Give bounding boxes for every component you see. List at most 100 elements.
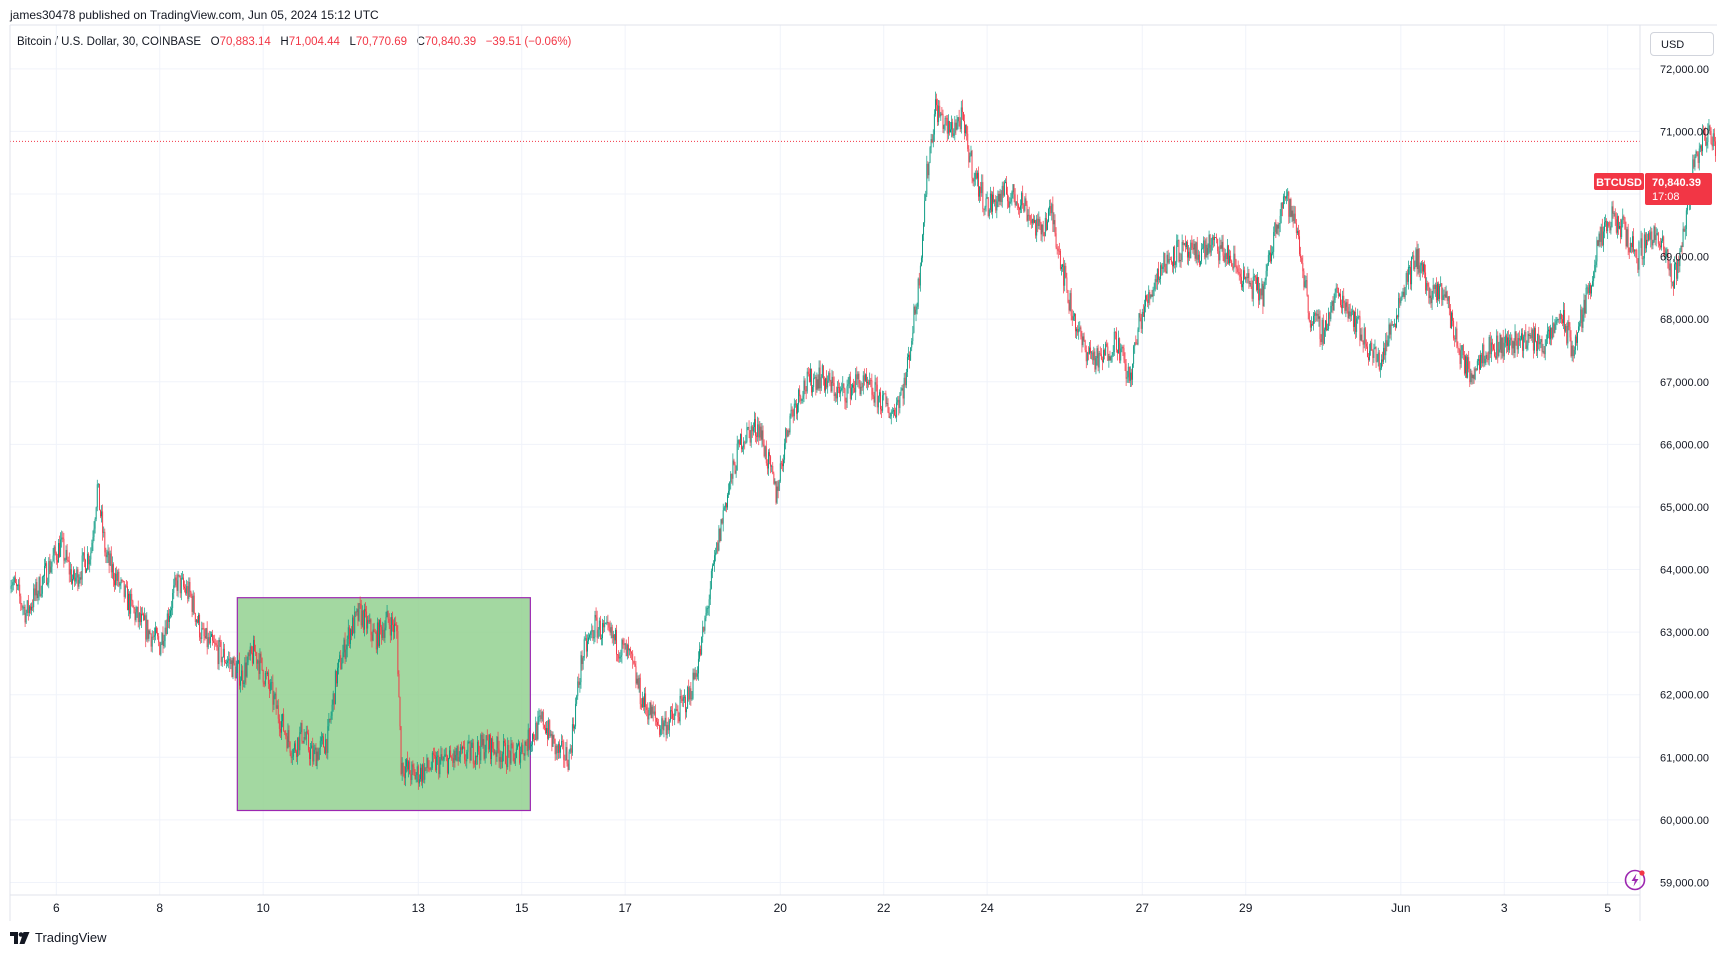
candle-body <box>420 767 421 780</box>
candle-body <box>215 643 217 645</box>
candle-body <box>159 642 161 655</box>
candle-body <box>1197 254 1199 260</box>
candle-body <box>897 399 899 403</box>
candle-body <box>1057 248 1059 251</box>
candle-body <box>575 703 577 727</box>
candle-body <box>1253 276 1255 278</box>
symbol-tag-text: BTCUSD <box>1596 177 1642 189</box>
lightning-icon[interactable] <box>1624 869 1646 891</box>
candle-body <box>1319 316 1321 340</box>
candle-body <box>756 435 758 437</box>
candle-body <box>222 648 224 658</box>
candle-body <box>1014 194 1016 206</box>
candle-body <box>866 374 867 384</box>
candle-body <box>13 577 15 583</box>
candle-body <box>1480 354 1482 370</box>
candle-body <box>443 756 445 760</box>
candle-body <box>1574 336 1576 350</box>
candle-body <box>1342 295 1344 309</box>
y-tick-label: 65,000.00 <box>1660 502 1709 514</box>
footer-brand: TradingView <box>35 930 107 945</box>
candle-body <box>128 593 129 611</box>
candle-body <box>1592 281 1594 286</box>
candle-body <box>55 553 57 561</box>
candle-body <box>853 384 854 388</box>
close-value: 70,840.39 <box>424 36 477 48</box>
candle-body <box>147 619 149 639</box>
candle-body <box>515 748 517 758</box>
candle-body <box>669 710 671 721</box>
candle-body <box>772 465 774 474</box>
x-tick-label: Jun <box>1391 901 1410 915</box>
candle-body <box>571 724 573 753</box>
candle-body <box>983 209 985 210</box>
candle-body <box>709 588 711 600</box>
currency-button[interactable]: USD <box>1650 32 1714 56</box>
candle-body <box>1161 265 1163 269</box>
candle-body <box>1314 313 1316 316</box>
candle-body <box>190 591 192 597</box>
candle-body <box>896 402 898 418</box>
candle-body <box>1466 356 1467 378</box>
candle-body <box>1110 356 1112 361</box>
candle-body <box>471 742 473 748</box>
candle-body <box>1634 249 1636 252</box>
candle-body <box>1291 210 1293 217</box>
candle-body <box>1091 352 1093 354</box>
candle-body <box>482 738 484 746</box>
candle-body <box>1349 311 1351 317</box>
candle-body <box>465 759 467 762</box>
time-axis[interactable]: 6 8 10 13 15 17 20 22 24 27 29 Jun 3 5 <box>53 901 1611 915</box>
candle-body <box>999 193 1001 202</box>
candle-body <box>186 586 188 594</box>
candle-body <box>981 182 983 194</box>
candle-body <box>828 372 830 381</box>
candle-body <box>1166 254 1168 274</box>
candle-body <box>615 629 616 641</box>
candle-body <box>582 657 584 665</box>
candle-body <box>1333 299 1335 311</box>
candle-body <box>505 742 507 764</box>
candle-body <box>1077 328 1079 333</box>
candle-body <box>1281 202 1283 209</box>
candle-body <box>1047 221 1048 230</box>
candle-body <box>403 773 405 779</box>
candle-body <box>440 754 442 760</box>
candle-body <box>677 710 679 718</box>
candle-body <box>1615 219 1617 233</box>
candle-body <box>236 662 238 667</box>
candle-body <box>1205 244 1207 258</box>
candle-body <box>1557 319 1559 321</box>
candle-body <box>1485 354 1487 359</box>
candle-body <box>140 613 142 623</box>
candle-body <box>1358 316 1360 318</box>
candle-body <box>1101 359 1103 362</box>
y-tick-label: 60,000.00 <box>1660 815 1709 827</box>
candle-body <box>500 756 502 762</box>
candle-body <box>380 620 382 627</box>
candle-body <box>65 549 67 560</box>
candle-body <box>334 671 336 705</box>
candle-body <box>502 740 504 755</box>
tradingview-footer[interactable]: TradingView <box>10 930 107 945</box>
candle-body <box>1071 315 1073 321</box>
candle-body <box>1565 325 1567 332</box>
candle-body <box>1174 246 1176 265</box>
candle-body <box>807 371 809 375</box>
candle-body <box>421 767 422 782</box>
candle-body <box>1678 259 1680 267</box>
candle-body <box>1242 284 1243 288</box>
candle-body <box>970 150 972 157</box>
candle-body <box>1278 224 1280 229</box>
candle-body <box>1507 337 1508 346</box>
price-chart[interactable]: 59,000.0060,000.0061,000.0062,000.0063,0… <box>0 0 1727 925</box>
candle-body <box>137 606 139 623</box>
candle-body <box>1488 336 1490 360</box>
candle-body <box>736 443 738 471</box>
candle-body <box>692 672 694 699</box>
candle-body <box>1679 251 1681 267</box>
candle-body <box>50 566 52 573</box>
candle-body <box>1619 226 1620 229</box>
candle-body <box>337 667 338 684</box>
candle-body <box>1517 337 1519 350</box>
